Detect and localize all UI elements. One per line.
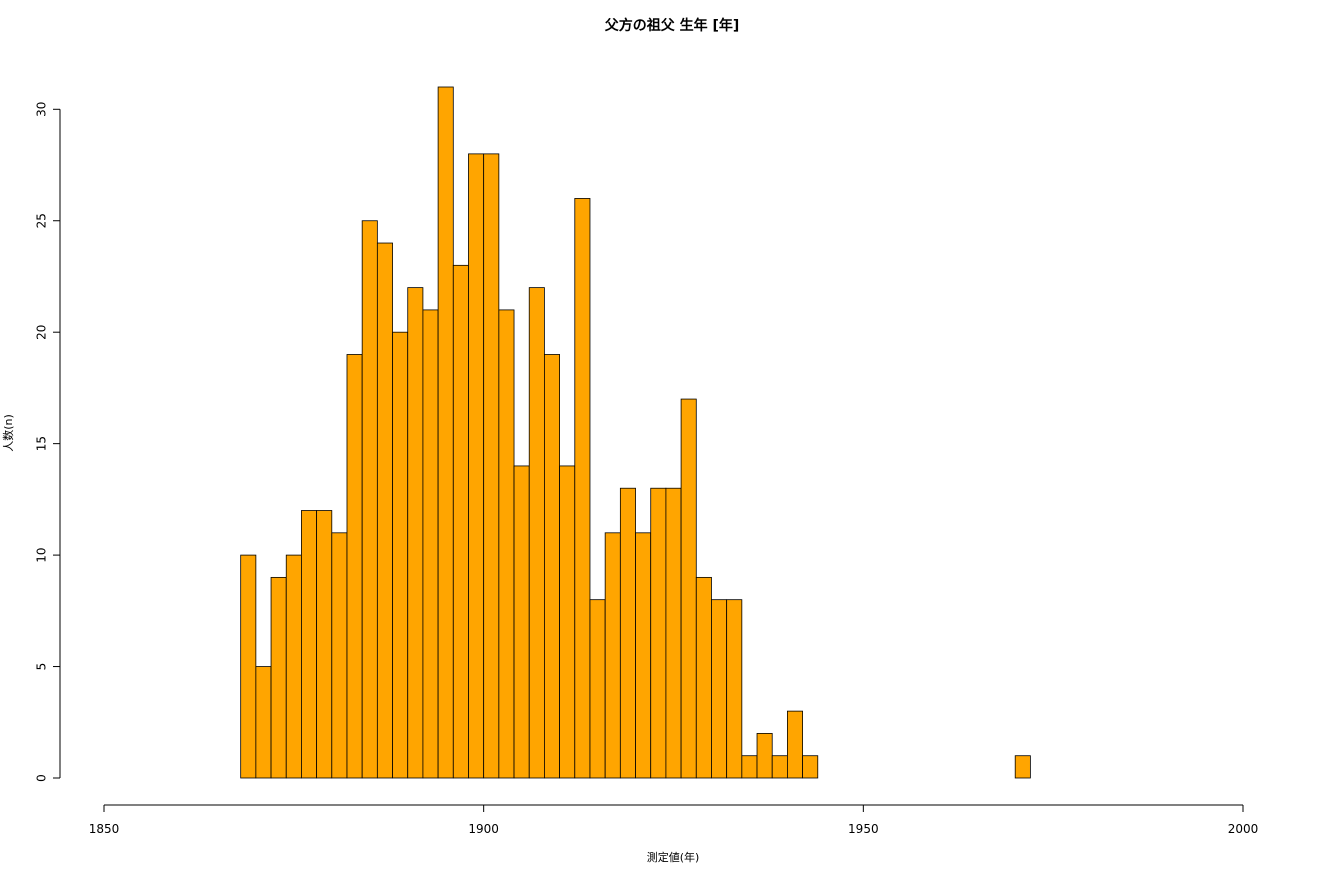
bar [285, 554, 302, 779]
bar [437, 86, 454, 779]
bar [422, 309, 439, 779]
x-tick-label: 1950 [848, 822, 879, 836]
bar [741, 755, 758, 779]
x-axis-title: 測定値(年) [647, 850, 700, 864]
bar [452, 264, 469, 779]
bar [376, 242, 393, 779]
y-tick-label: 30 [35, 102, 49, 117]
x-tick-label: 1850 [89, 822, 120, 836]
bar [346, 354, 363, 779]
bar [574, 198, 591, 779]
bar [635, 532, 652, 779]
y-tick-label: 15 [35, 436, 49, 451]
bar [726, 599, 743, 779]
bar [528, 287, 545, 779]
bar [695, 576, 712, 779]
bar [498, 309, 515, 779]
x-tick-label: 2000 [1228, 822, 1259, 836]
bar [619, 487, 636, 779]
bar [331, 532, 348, 779]
bar [711, 599, 728, 779]
bar [483, 153, 500, 779]
bar [756, 733, 773, 779]
bar [392, 331, 409, 779]
bar [255, 666, 272, 779]
bar [604, 532, 621, 779]
bar [787, 710, 803, 779]
bar [771, 755, 788, 779]
y-tick-label: 10 [35, 547, 49, 562]
bar [802, 755, 819, 779]
bar [650, 487, 667, 779]
y-tick-label: 25 [35, 213, 49, 228]
y-axis-title: 人数(n) [2, 414, 15, 452]
y-tick-label: 5 [35, 663, 49, 671]
chart-title: 父方の祖父 生年 [年] [604, 17, 740, 34]
bar [589, 599, 606, 779]
bar [240, 554, 257, 779]
bar [407, 287, 424, 779]
bar [559, 465, 576, 779]
bar [680, 398, 697, 779]
bar [468, 153, 485, 779]
bar [301, 510, 318, 779]
bar [665, 487, 682, 779]
bar [361, 220, 378, 779]
y-tick-label: 0 [35, 774, 49, 782]
bar [1014, 755, 1031, 779]
x-tick-label: 1900 [468, 822, 499, 836]
bar [270, 576, 287, 779]
bar [544, 354, 560, 779]
bar [513, 465, 530, 779]
y-tick-label: 20 [35, 325, 49, 340]
bar [316, 510, 333, 779]
